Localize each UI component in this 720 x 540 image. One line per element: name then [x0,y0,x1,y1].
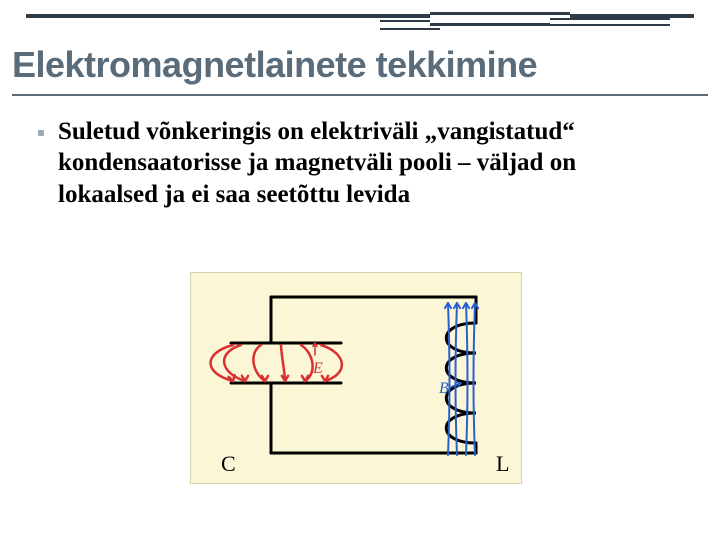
svg-text:C: C [221,451,236,476]
title-underline [12,94,708,96]
bullet-item: Suletud võnkeringis on elektriväli „vang… [38,116,682,210]
circuit-diagram: E B C L [190,272,522,484]
header-segment [550,18,670,26]
slide-title: Elektromagnetlainete tekkimine [12,44,537,86]
bullet-text: Suletud võnkeringis on elektriväli „vang… [58,116,682,210]
slide-body: Suletud võnkeringis on elektriväli „vang… [38,116,682,210]
header-segment [430,12,570,26]
svg-text:B: B [439,380,449,397]
bullet-marker [38,130,44,136]
header-decoration [0,0,720,40]
svg-text:E: E [312,360,323,377]
svg-text:L: L [496,451,509,476]
circuit-svg: E B C L [191,273,521,483]
slide: Elektromagnetlainete tekkimine Suletud v… [0,0,720,540]
